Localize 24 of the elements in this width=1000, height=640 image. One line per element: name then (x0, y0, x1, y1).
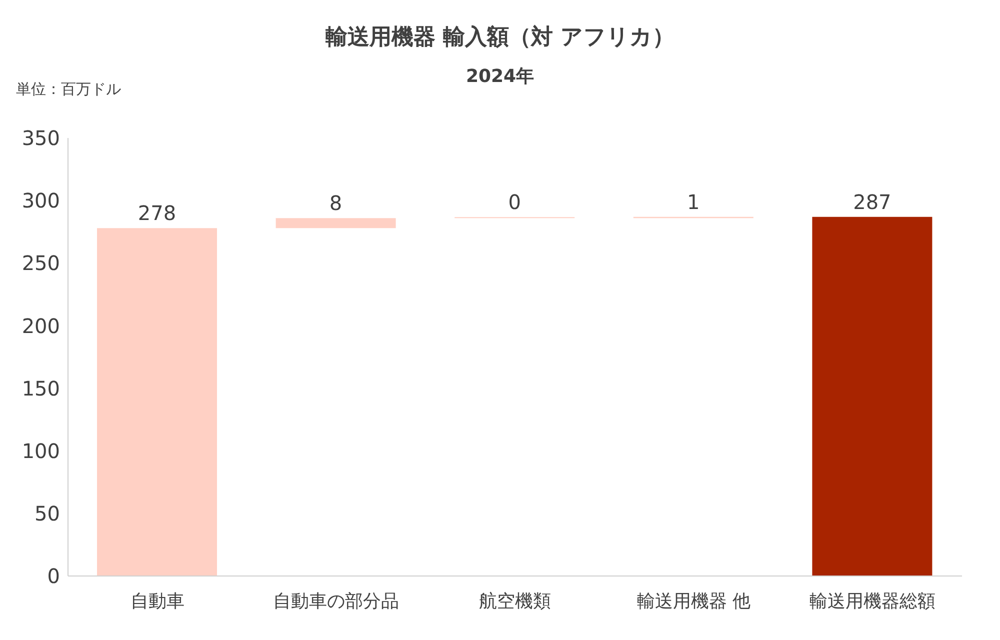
y-tick-label: 100 (22, 438, 60, 463)
x-tick-label: 輸送用機器 他 (636, 590, 751, 612)
data-label: 1 (687, 190, 700, 214)
chart-subtitle: 2024年 (466, 66, 534, 87)
y-tick-label: 150 (22, 376, 60, 400)
bar (812, 216, 932, 576)
data-label: 0 (508, 190, 521, 214)
y-tick-label: 250 (22, 251, 60, 276)
x-tick-label: 航空機類 (479, 590, 551, 612)
text: 単位：百万ドル (16, 80, 121, 99)
bar (276, 218, 396, 228)
y-tick-label: 200 (22, 314, 60, 338)
y-tick-label: 300 (22, 188, 60, 213)
chart-title: 輸送用機器 輸入額（対 アフリカ） (324, 24, 676, 52)
bar (97, 228, 217, 576)
data-label: 8 (329, 191, 342, 216)
data-label: 278 (138, 201, 176, 226)
y-tick-label: 0 (47, 564, 60, 588)
y-tick-label: 350 (22, 126, 60, 150)
x-tick-label: 自動車の部分品 (273, 590, 400, 612)
y-tick-label: 50 (34, 502, 60, 526)
x-tick-label: 輸送用機器総額 (810, 590, 936, 612)
data-label: 287 (853, 190, 892, 214)
x-tick-label: 自動車 (130, 590, 184, 612)
